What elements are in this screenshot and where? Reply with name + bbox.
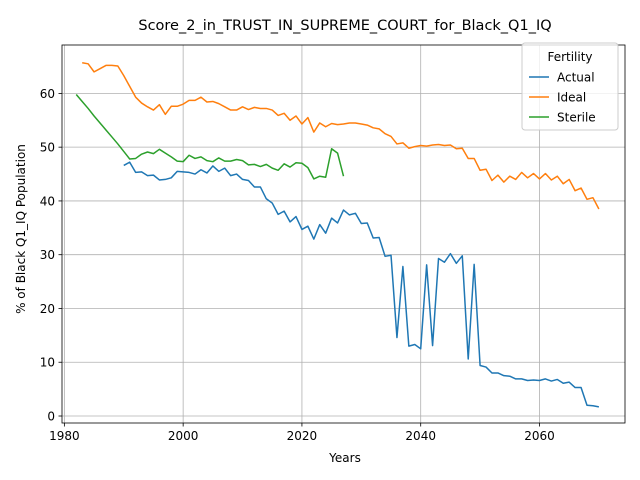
- legend-label-ideal: Ideal: [557, 91, 586, 105]
- y-tick-label: 10: [40, 356, 55, 370]
- chart-title: Score_2_in_TRUST_IN_SUPREME_COURT_for_Bl…: [138, 18, 551, 34]
- x-axis-ticks: 1980 2000 2020 2040 2060: [49, 423, 555, 443]
- legend-label-actual: Actual: [557, 71, 595, 85]
- y-tick-label: 0: [47, 410, 55, 424]
- x-tick-label: 2020: [287, 429, 318, 443]
- series-line-ideal: [82, 62, 600, 210]
- series-line-sterile: [75, 93, 345, 180]
- y-axis-label: % of Black Q1_IQ Population: [14, 144, 28, 314]
- x-tick-label: 2000: [168, 429, 199, 443]
- legend-label-sterile: Sterile: [557, 111, 596, 125]
- grid-lines: [62, 45, 625, 423]
- plot-frame: [61, 44, 626, 424]
- x-axis-label: Years: [328, 451, 361, 465]
- series-line-actual: [123, 161, 600, 408]
- x-tick-label: 2040: [405, 429, 436, 443]
- y-tick-label: 50: [40, 141, 55, 155]
- x-tick-label: 2060: [524, 429, 555, 443]
- y-axis-ticks: 0 10 20 30 40 50 60: [40, 87, 62, 424]
- y-tick-label: 40: [40, 194, 55, 208]
- series-lines: [75, 62, 600, 408]
- legend-title: Fertility: [547, 50, 592, 64]
- y-tick-label: 30: [40, 248, 55, 262]
- legend: Fertility Actual Ideal Sterile: [521, 42, 619, 131]
- y-tick-label: 20: [40, 302, 55, 316]
- x-tick-label: 1980: [49, 429, 80, 443]
- legend-box: [521, 42, 619, 131]
- y-tick-label: 60: [40, 87, 55, 101]
